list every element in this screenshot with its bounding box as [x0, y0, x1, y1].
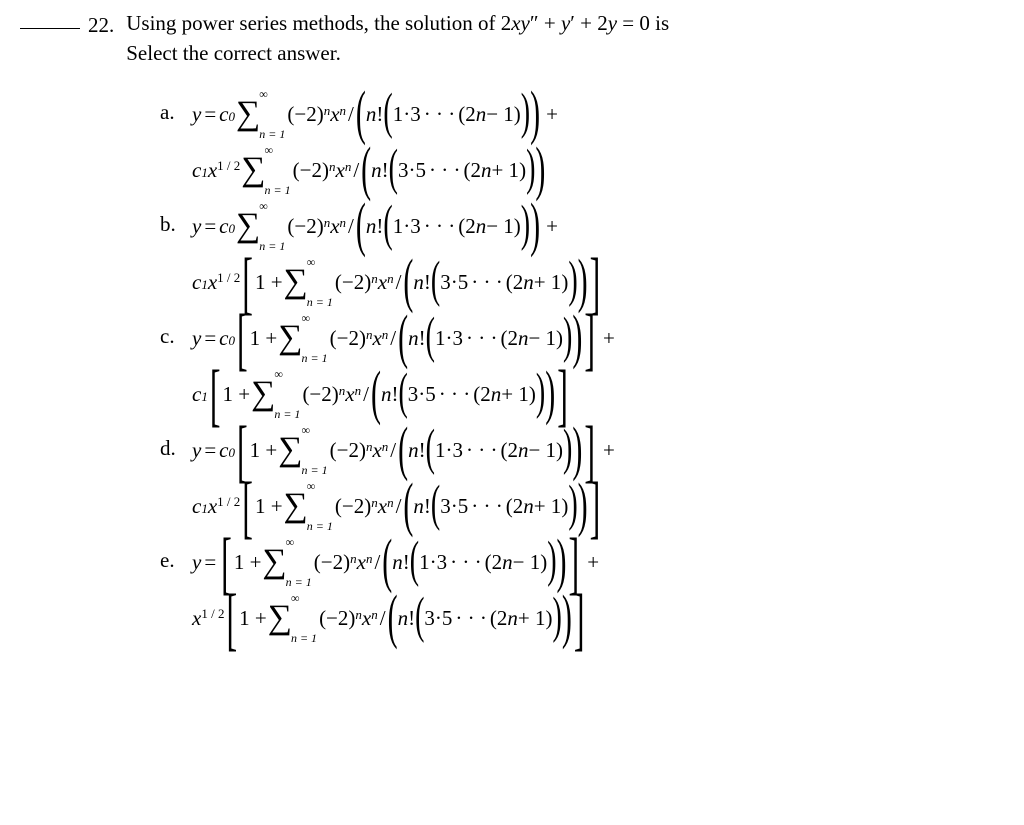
label-c: c. — [160, 311, 192, 351]
choice-a-cont: . c1 x1 / 2 ∑ ∞n = 1 (−2)n xn / ( n! ( 3… — [160, 143, 984, 197]
label-a: a. — [160, 87, 192, 127]
label-e: e. — [160, 535, 192, 575]
choice-a: a. y = c0 ∑ ∞n = 1 (−2)n xn / ( n! ( 1·3… — [160, 87, 984, 141]
choice-list: a. y = c0 ∑ ∞n = 1 (−2)n xn / ( n! ( 1·3… — [160, 87, 984, 645]
choice-e-cont: . x1 / 2 [ 1 + ∑ ∞n = 1 (−2)n xn / ( n! … — [160, 591, 984, 645]
label-b: b. — [160, 199, 192, 239]
question-stem: Using power series methods, the solution… — [126, 8, 669, 69]
question-number: 22. — [88, 10, 114, 40]
stem-select: Select the correct answer. — [126, 41, 341, 65]
stem-text: Using power series methods, the solution… — [126, 11, 500, 35]
choice-c: c. y = c0 [ 1 + ∑ ∞n = 1 (−2)n xn / ( n!… — [160, 311, 984, 365]
answer-blank — [20, 28, 80, 29]
sigma-icon: ∑ — [235, 100, 261, 127]
choice-a-line1: y = c0 ∑ ∞n = 1 (−2)n xn / ( n! ( 1·3· ·… — [192, 87, 558, 141]
question-header: 22. Using power series methods, the solu… — [20, 8, 984, 69]
label-d: d. — [160, 423, 192, 463]
eqn: 2xy″ + y′ + 2y = 0 is — [501, 11, 669, 35]
